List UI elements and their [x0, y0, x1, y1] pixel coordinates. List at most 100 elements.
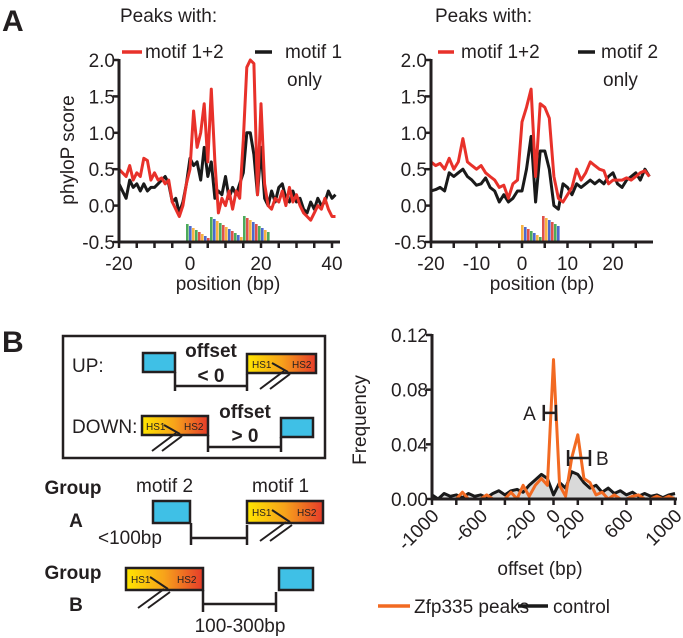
logo-letter	[201, 234, 204, 242]
x-tick-label: -1000	[394, 506, 443, 555]
logo-letter	[216, 221, 219, 242]
hs2-label: HS2	[177, 575, 197, 586]
y-tick-label: -0.5	[82, 233, 115, 254]
y-tick-label: 1.0	[89, 124, 115, 145]
logo-letter	[189, 226, 192, 242]
y-tick-label: 0.0	[401, 197, 427, 218]
logo-letter	[228, 229, 231, 242]
y-tick-label: 1.5	[401, 87, 427, 108]
x-tick-label: 0	[517, 254, 528, 275]
range-bar-a	[542, 404, 558, 421]
hs1-label: HS1	[252, 360, 272, 371]
logo-letter	[536, 235, 539, 242]
x-tick-label: 40	[321, 254, 342, 275]
y-tick-label: 0.0	[89, 197, 115, 218]
logo-letter	[557, 226, 560, 242]
x-tick-label: -10	[463, 254, 490, 275]
chart-a2-motif2: -0.5 0.0 0.5 1.0 1.5 2.0 -20 -10 0 10 20 position (…	[394, 6, 658, 295]
logo-letter	[246, 218, 249, 242]
motif1-hs-box: HS1 HS2	[245, 352, 318, 390]
offset-positive: > 0	[232, 426, 259, 447]
hs1-label: HS1	[146, 422, 166, 433]
x-tick-label: 20	[250, 254, 271, 275]
logo-letter	[240, 237, 243, 242]
distance-a-label: <100bp	[98, 528, 162, 549]
logo-letter	[258, 226, 261, 242]
x-tick-label: -20	[105, 254, 132, 275]
down-label: DOWN:	[72, 417, 137, 438]
x-tick-label: 1000	[642, 506, 683, 551]
series-line-motif-2-only	[430, 134, 651, 211]
logo-letter	[521, 225, 524, 242]
motif1-hs-box: HS1 HS2	[140, 414, 210, 452]
motif2-box	[277, 566, 315, 592]
logo-letter	[533, 233, 536, 242]
y-tick-label: 2.0	[401, 51, 427, 72]
offset-label: offset	[219, 402, 271, 423]
distance-bracket	[201, 590, 278, 612]
x-tick-label: -200	[499, 506, 541, 548]
x-tick-label: 200	[552, 506, 589, 543]
x-tick-label: 10	[557, 254, 578, 275]
motif1-hs-box: HS1 HS2	[124, 566, 205, 609]
motif2-box	[279, 416, 315, 439]
y-tick-label: 0.5	[89, 160, 115, 181]
logo-letter	[231, 231, 234, 242]
legend-label: only	[603, 70, 638, 91]
offset-diagram: UP: offset < 0 HS1 HS2 DOWN: HS1 HS2 off…	[45, 334, 327, 637]
series-line-motif-1-2	[430, 87, 651, 204]
offset-bracket	[173, 372, 249, 391]
y-tick-label: 0.5	[401, 160, 427, 181]
legend-label: only	[287, 70, 322, 91]
motif2-box	[151, 499, 192, 525]
logo-letter	[548, 220, 551, 242]
series-line-zfp335-peaks	[432, 358, 676, 501]
logo-letter	[252, 222, 255, 242]
distance-bracket	[189, 523, 249, 545]
distance-b-label: 100-300bp	[195, 616, 286, 637]
sequence-logo	[186, 216, 270, 242]
motif1-label: motif 1	[252, 476, 309, 497]
double-arrow-icon	[259, 509, 293, 542]
motif2-label: motif 2	[136, 476, 193, 497]
legend-box	[61, 334, 327, 460]
range-label-b: B	[596, 449, 609, 470]
logo-letter	[210, 217, 213, 242]
legend-label: motif 1+2	[145, 42, 224, 63]
y-tick-label: 0.08	[391, 381, 428, 402]
logo-letter	[551, 222, 554, 242]
logo-letter	[219, 223, 222, 242]
x-tick-label: 0	[185, 254, 196, 275]
up-label: UP:	[72, 356, 104, 377]
logo-letter	[249, 220, 252, 242]
x-tick-label: -600	[450, 506, 492, 548]
logo-letter	[545, 218, 548, 242]
legend-label: control	[553, 597, 610, 618]
group-b-letter: B	[69, 595, 83, 616]
series-line-control	[431, 470, 676, 501]
logo-letter	[222, 225, 225, 242]
range-label-a: A	[523, 404, 536, 425]
x-tick-label: -20	[417, 254, 444, 275]
series-line-motif-1-2	[117, 58, 336, 222]
group-b-label: Group	[45, 563, 102, 584]
motif2-box	[141, 351, 177, 374]
chart-title: Peaks with:	[120, 6, 217, 27]
logo-letter	[530, 231, 533, 242]
chart-title: Peaks with:	[435, 6, 532, 27]
logo-letter	[234, 233, 237, 242]
logo-letter	[542, 216, 545, 242]
hs2-label: HS2	[297, 508, 317, 519]
double-arrow-icon	[151, 424, 183, 452]
logo-letter	[539, 237, 542, 242]
logo-letter	[527, 229, 530, 242]
y-tick-label: -0.5	[394, 233, 427, 254]
x-tick-label: 20	[602, 254, 623, 275]
legend-label: motif 1+2	[461, 42, 540, 63]
panel-label-a: A	[2, 5, 24, 38]
hs1-label: HS1	[252, 508, 272, 519]
sequence-logo	[521, 216, 560, 242]
hs2-label: HS2	[184, 422, 204, 433]
offset-bracket	[206, 435, 283, 452]
